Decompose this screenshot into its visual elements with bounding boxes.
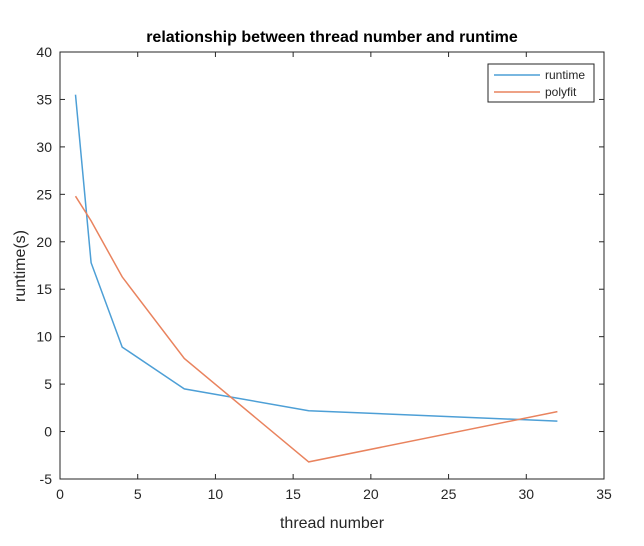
x-tick-label: 15 (285, 486, 301, 502)
y-tick-label: 0 (44, 424, 52, 440)
legend: runtime polyfit (487, 63, 595, 103)
y-tick-label: 15 (36, 281, 52, 297)
series-line-runtime (74, 94, 558, 422)
y-tick-label: 25 (36, 186, 52, 202)
legend-box (487, 63, 595, 103)
y-tick-label: -5 (40, 471, 53, 487)
y-tick-label: 10 (36, 329, 52, 345)
y-tick-label: 40 (36, 44, 52, 60)
x-tick-label: 5 (134, 486, 142, 502)
x-tick-label: 0 (56, 486, 64, 502)
legend-label-polyfit: polyfit (545, 85, 577, 99)
y-tick-label: 35 (36, 91, 52, 107)
x-tick-label: 30 (518, 486, 534, 502)
y-tick-label: 5 (44, 376, 52, 392)
axes-box (59, 51, 605, 480)
x-tick-label: 10 (208, 486, 224, 502)
chart-title: relationship between thread number and r… (146, 29, 518, 46)
series-line-polyfit (74, 195, 558, 463)
y-axis-label: runtime(s) (12, 230, 29, 302)
x-tick-label: 20 (363, 486, 379, 502)
legend-label-runtime: runtime (545, 68, 585, 82)
x-tick-label: 35 (596, 486, 612, 502)
x-tick-label: 25 (441, 486, 457, 502)
y-tick-label: 20 (36, 234, 52, 250)
y-tick-label: 30 (36, 139, 52, 155)
x-axis-label: thread number (280, 515, 385, 532)
